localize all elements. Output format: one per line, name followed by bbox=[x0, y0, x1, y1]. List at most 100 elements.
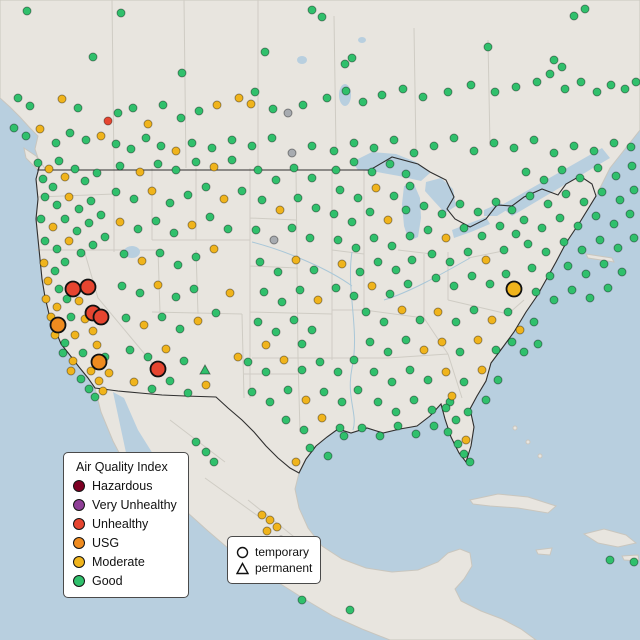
monitor-marker[interactable] bbox=[345, 605, 355, 615]
monitor-marker[interactable] bbox=[36, 214, 46, 224]
monitor-marker[interactable] bbox=[307, 325, 317, 335]
monitor-marker[interactable] bbox=[411, 429, 421, 439]
monitor-marker[interactable] bbox=[499, 245, 509, 255]
monitor-marker[interactable] bbox=[473, 335, 483, 345]
monitor-marker[interactable] bbox=[40, 192, 50, 202]
monitor-marker[interactable] bbox=[407, 255, 417, 265]
monitor-marker[interactable] bbox=[51, 138, 61, 148]
monitor-marker[interactable] bbox=[125, 345, 135, 355]
monitor-marker[interactable] bbox=[367, 167, 377, 177]
monitor-marker[interactable] bbox=[147, 384, 157, 394]
monitor-marker[interactable] bbox=[189, 284, 199, 294]
monitor-marker[interactable] bbox=[340, 59, 350, 69]
monitor-marker[interactable] bbox=[389, 191, 399, 201]
monitor-marker[interactable] bbox=[65, 128, 75, 138]
monitor-marker[interactable] bbox=[176, 113, 186, 123]
monitor-marker[interactable] bbox=[113, 108, 123, 118]
monitor-marker[interactable] bbox=[349, 355, 359, 365]
monitor-marker[interactable] bbox=[519, 215, 529, 225]
monitor-marker[interactable] bbox=[501, 269, 511, 279]
monitor-marker[interactable] bbox=[115, 217, 125, 227]
monitor-marker[interactable] bbox=[615, 195, 625, 205]
monitor-marker[interactable] bbox=[481, 395, 491, 405]
monitor-marker[interactable] bbox=[560, 84, 570, 94]
monitor-marker[interactable] bbox=[465, 457, 475, 467]
monitor-marker[interactable] bbox=[305, 443, 315, 453]
monitor-marker[interactable] bbox=[64, 236, 74, 246]
monitor-marker[interactable] bbox=[257, 195, 267, 205]
monitor-marker[interactable] bbox=[575, 173, 585, 183]
monitor-marker[interactable] bbox=[617, 267, 627, 277]
monitor-marker[interactable] bbox=[121, 313, 131, 323]
monitor-marker[interactable] bbox=[579, 197, 589, 207]
monitor-marker[interactable] bbox=[173, 260, 183, 270]
monitor-marker[interactable] bbox=[171, 146, 181, 156]
monitor-marker[interactable] bbox=[335, 185, 345, 195]
monitor-marker[interactable] bbox=[613, 243, 623, 253]
monitor-marker[interactable] bbox=[585, 293, 595, 303]
monitor-marker[interactable] bbox=[365, 337, 375, 347]
monitor-marker[interactable] bbox=[441, 403, 451, 413]
monitor-marker[interactable] bbox=[563, 261, 573, 271]
monitor-marker[interactable] bbox=[429, 141, 439, 151]
monitor-marker[interactable] bbox=[493, 375, 503, 385]
monitor-marker[interactable] bbox=[35, 124, 45, 134]
monitor-marker[interactable] bbox=[597, 187, 607, 197]
monitor-marker[interactable] bbox=[549, 295, 559, 305]
monitor-marker[interactable] bbox=[151, 216, 161, 226]
monitor-marker[interactable] bbox=[191, 157, 201, 167]
monitor-marker[interactable] bbox=[391, 407, 401, 417]
monitor-marker[interactable] bbox=[419, 345, 429, 355]
monitor-marker[interactable] bbox=[375, 431, 385, 441]
monitor-marker[interactable] bbox=[369, 233, 379, 243]
monitor-marker[interactable] bbox=[225, 288, 235, 298]
monitor-marker[interactable] bbox=[90, 392, 100, 402]
monitor-marker[interactable] bbox=[297, 595, 307, 605]
monitor-marker[interactable] bbox=[68, 356, 78, 366]
monitor-marker[interactable] bbox=[60, 338, 70, 348]
monitor-marker[interactable] bbox=[477, 231, 487, 241]
monitor-marker[interactable] bbox=[283, 385, 293, 395]
monitor-marker[interactable] bbox=[259, 287, 269, 297]
monitor-marker[interactable] bbox=[589, 146, 599, 156]
monitor-marker[interactable] bbox=[620, 84, 630, 94]
monitor-marker[interactable] bbox=[323, 451, 333, 461]
temporary-monitor-marker[interactable] bbox=[90, 353, 108, 371]
monitor-marker[interactable] bbox=[463, 407, 473, 417]
monitor-marker[interactable] bbox=[207, 143, 217, 153]
monitor-marker[interactable] bbox=[423, 375, 433, 385]
monitor-marker[interactable] bbox=[317, 413, 327, 423]
temporary-monitor-marker[interactable] bbox=[149, 360, 167, 378]
monitor-marker[interactable] bbox=[96, 210, 106, 220]
monitor-marker[interactable] bbox=[405, 231, 415, 241]
monitor-marker[interactable] bbox=[153, 280, 163, 290]
monitor-marker[interactable] bbox=[268, 104, 278, 114]
monitor-marker[interactable] bbox=[567, 285, 577, 295]
monitor-marker[interactable] bbox=[549, 148, 559, 158]
monitor-marker[interactable] bbox=[603, 283, 613, 293]
monitor-marker[interactable] bbox=[158, 100, 168, 110]
monitor-marker[interactable] bbox=[437, 209, 447, 219]
monitor-marker[interactable] bbox=[511, 229, 521, 239]
monitor-marker[interactable] bbox=[305, 233, 315, 243]
monitor-marker[interactable] bbox=[165, 376, 175, 386]
monitor-marker[interactable] bbox=[54, 156, 64, 166]
monitor-marker[interactable] bbox=[489, 138, 499, 148]
monitor-marker[interactable] bbox=[38, 174, 48, 184]
monitor-marker[interactable] bbox=[177, 68, 187, 78]
monitor-marker[interactable] bbox=[335, 423, 345, 433]
monitor-marker[interactable] bbox=[243, 357, 253, 367]
monitor-marker[interactable] bbox=[21, 131, 31, 141]
monitor-marker[interactable] bbox=[555, 213, 565, 223]
monitor-marker[interactable] bbox=[491, 197, 501, 207]
temporary-monitor-marker[interactable] bbox=[92, 308, 110, 326]
monitor-marker[interactable] bbox=[358, 97, 368, 107]
monitor-marker[interactable] bbox=[453, 439, 463, 449]
monitor-marker[interactable] bbox=[66, 366, 76, 376]
monitor-marker[interactable] bbox=[297, 339, 307, 349]
monitor-marker[interactable] bbox=[581, 269, 591, 279]
monitor-marker[interactable] bbox=[88, 52, 98, 62]
monitor-marker[interactable] bbox=[451, 317, 461, 327]
monitor-marker[interactable] bbox=[419, 201, 429, 211]
monitor-marker[interactable] bbox=[60, 172, 70, 182]
